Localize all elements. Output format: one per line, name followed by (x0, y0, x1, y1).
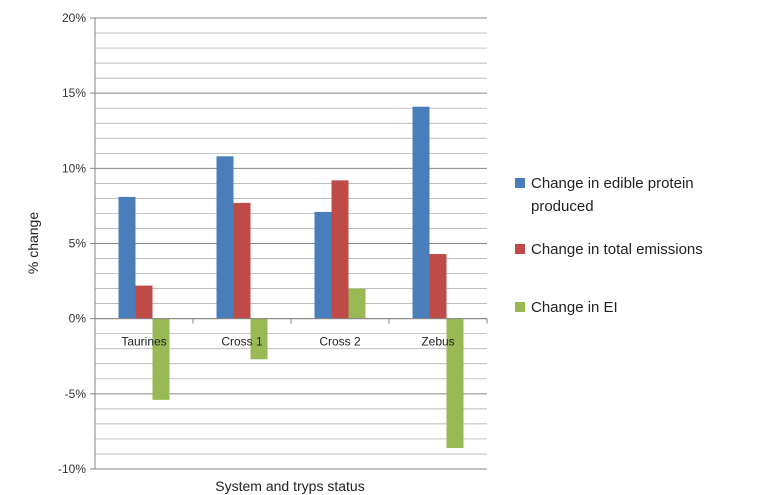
bar-cross-2-series-3 (348, 288, 366, 319)
legend-swatch (515, 244, 525, 254)
category-label: Zebus (421, 335, 454, 349)
legend-label: Change in EI (531, 299, 618, 316)
category-label: Cross 2 (319, 335, 361, 349)
bar-cross-1-series-1 (216, 156, 234, 319)
y-tick-label: 15% (62, 86, 86, 100)
legend-swatch (515, 178, 525, 188)
category-label: Cross 1 (221, 335, 263, 349)
bar-zebus-series-2 (429, 254, 447, 319)
bar-taurines-series-1 (118, 196, 136, 319)
y-tick-label: 0% (69, 312, 87, 326)
bar-cross-2-series-2 (331, 180, 349, 319)
bar-cross-1-series-3 (250, 318, 268, 360)
bar-cross-1-series-2 (233, 202, 251, 319)
bars (118, 106, 464, 448)
bar-zebus-series-1 (412, 106, 430, 319)
y-tick-label: 20% (62, 11, 86, 25)
y-tick-label: -5% (65, 387, 87, 401)
category-labels: Taurines Cross 1 Cross 2 Zebus (121, 335, 454, 349)
axes (90, 17, 488, 470)
legend-swatch (515, 302, 525, 312)
x-axis-title: System and tryps status (215, 478, 364, 494)
bar-taurines-series-3 (152, 318, 170, 400)
y-tick-label: -10% (58, 462, 86, 476)
y-tick-labels: -10% -5% 0% 5% 10% 15% 20% (58, 11, 86, 476)
bar-taurines-series-2 (135, 285, 153, 319)
y-axis-title: % change (25, 212, 41, 274)
category-label: Taurines (121, 335, 166, 349)
bar-cross-2-series-1 (314, 211, 332, 319)
y-tick-label: 5% (69, 237, 87, 251)
bar-zebus-series-3 (446, 318, 464, 448)
legend-label: Change in total emissions (531, 241, 703, 258)
y-tick-label: 10% (62, 161, 86, 175)
legend: Change in edible protein produced Change i… (515, 175, 703, 316)
legend-label: Change in edible protein produced (531, 175, 694, 215)
